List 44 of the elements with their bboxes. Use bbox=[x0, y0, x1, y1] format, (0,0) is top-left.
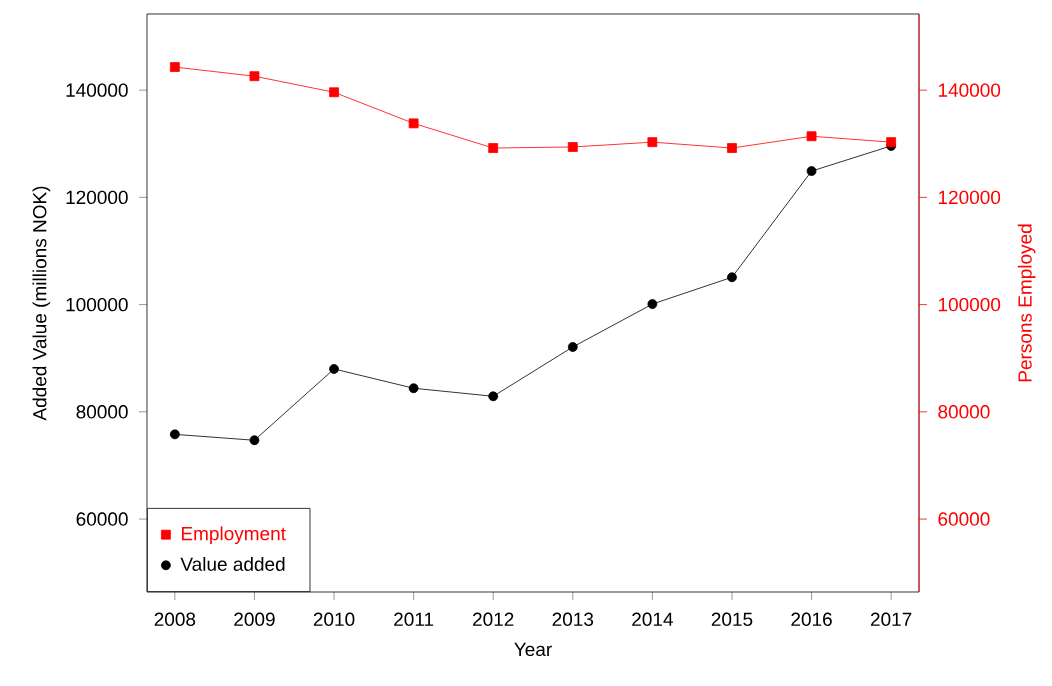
y2-tick-label: 100000 bbox=[938, 297, 1001, 312]
point bbox=[169, 429, 180, 440]
point bbox=[886, 137, 897, 148]
y2-tick-label: 120000 bbox=[938, 190, 1001, 205]
point bbox=[727, 272, 737, 283]
point bbox=[647, 299, 658, 309]
x-tick-label: 2010 bbox=[313, 612, 355, 626]
y-tick-label: 140000 bbox=[66, 83, 128, 97]
point bbox=[329, 364, 339, 374]
y-tick-label: 60000 bbox=[76, 512, 128, 526]
point bbox=[169, 62, 180, 72]
y-tick-label: 100000 bbox=[66, 297, 128, 312]
y-tick-label: 80000 bbox=[76, 405, 128, 419]
x-tick-label: 2014 bbox=[632, 612, 673, 626]
point bbox=[408, 118, 419, 129]
point bbox=[567, 342, 578, 352]
y2-tick-label: 80000 bbox=[938, 405, 990, 419]
x-tick-label: 2011 bbox=[394, 612, 434, 626]
legend-label: Value added bbox=[180, 556, 285, 571]
y2-tick-label: 60000 bbox=[938, 512, 990, 526]
y2-tick-label: 140000 bbox=[938, 83, 1001, 97]
x-tick-label: 2016 bbox=[791, 612, 832, 626]
point bbox=[249, 435, 260, 446]
point bbox=[329, 87, 339, 98]
x-tick-label: 2015 bbox=[711, 612, 753, 626]
point bbox=[567, 142, 578, 152]
x-tick-label: 2012 bbox=[473, 612, 514, 626]
point bbox=[488, 391, 499, 402]
point bbox=[408, 383, 419, 394]
x-tick-label: 2017 bbox=[870, 612, 912, 626]
x-tick-label: 2009 bbox=[234, 612, 275, 626]
legend-label: Employment bbox=[181, 526, 286, 545]
y-axis-title: Added Value (millions NOK) bbox=[32, 186, 51, 421]
y2-axis-title: Persons Employed bbox=[1017, 224, 1036, 382]
y-tick-label: 120000 bbox=[66, 190, 128, 205]
point bbox=[806, 131, 817, 142]
point bbox=[806, 166, 817, 176]
point bbox=[727, 143, 737, 153]
point bbox=[647, 137, 658, 148]
x-tick-label: 2008 bbox=[154, 612, 196, 626]
x-tick-label: 2013 bbox=[552, 612, 594, 626]
point bbox=[488, 143, 499, 153]
point bbox=[249, 71, 260, 82]
x-axis-title: Year bbox=[514, 642, 552, 657]
